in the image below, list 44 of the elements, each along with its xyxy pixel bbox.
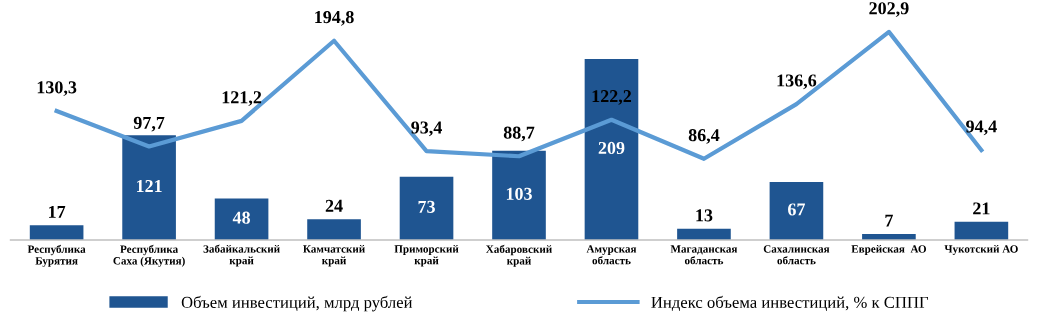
data-label: 97,7 bbox=[133, 116, 165, 132]
data-label: 130,3 bbox=[37, 81, 77, 97]
data-label: 202,9 bbox=[869, 2, 909, 17]
data-label: 88,7 bbox=[503, 126, 535, 142]
data-label: 136,6 bbox=[777, 74, 817, 90]
x-tick-label: Республика Саха (Якутия) bbox=[113, 244, 185, 267]
bar bbox=[954, 221, 1009, 240]
bar bbox=[492, 150, 546, 240]
data-label: 209 bbox=[598, 141, 625, 155]
bar bbox=[29, 225, 84, 240]
x-tick-label: Приморский край bbox=[394, 244, 459, 267]
x-tick-label: Сахалинская область bbox=[763, 245, 830, 265]
data-label: 73 bbox=[418, 200, 435, 213]
x-tick-label: Забайкальский край bbox=[203, 244, 280, 267]
legend-label: Индекс объема инвестиций, % к СППГ bbox=[651, 295, 929, 312]
data-label: 86,4 bbox=[688, 129, 720, 144]
x-tick-label: Камчатский край bbox=[303, 244, 365, 267]
data-label: 121,2 bbox=[222, 91, 262, 106]
data-label: 17 bbox=[49, 205, 66, 218]
x-tick-label: Еврейская АО bbox=[851, 244, 927, 255]
data-label: 21 bbox=[973, 202, 990, 215]
data-label: 67 bbox=[788, 203, 806, 216]
bar bbox=[214, 198, 269, 240]
x-tick-label: Амурская область bbox=[586, 245, 637, 265]
bar bbox=[122, 135, 176, 240]
bar bbox=[399, 176, 454, 240]
x-tick-label: Хабаровский край bbox=[485, 244, 552, 267]
data-label: 103 bbox=[506, 187, 532, 200]
data-label: 94,4 bbox=[966, 120, 997, 136]
data-label: 24 bbox=[325, 199, 343, 212]
data-label: 93,4 bbox=[411, 121, 442, 137]
bar bbox=[584, 59, 639, 240]
data-label: 48 bbox=[232, 211, 250, 224]
x-tick-label: Магаданская область bbox=[670, 245, 738, 265]
data-label: 7 bbox=[885, 214, 893, 227]
x-tick-label: Республика Бурятия bbox=[27, 244, 86, 267]
bar bbox=[769, 181, 824, 240]
data-label: 13 bbox=[696, 209, 713, 222]
data-label: 122,2 bbox=[592, 90, 632, 105]
data-label: 121 bbox=[137, 180, 162, 192]
legend-label: Объем инвестиций, млрд рублей bbox=[181, 295, 413, 312]
x-tick-label: Чукотский АО bbox=[944, 244, 1018, 255]
bar bbox=[307, 219, 361, 240]
data-label: 194,8 bbox=[315, 10, 354, 26]
